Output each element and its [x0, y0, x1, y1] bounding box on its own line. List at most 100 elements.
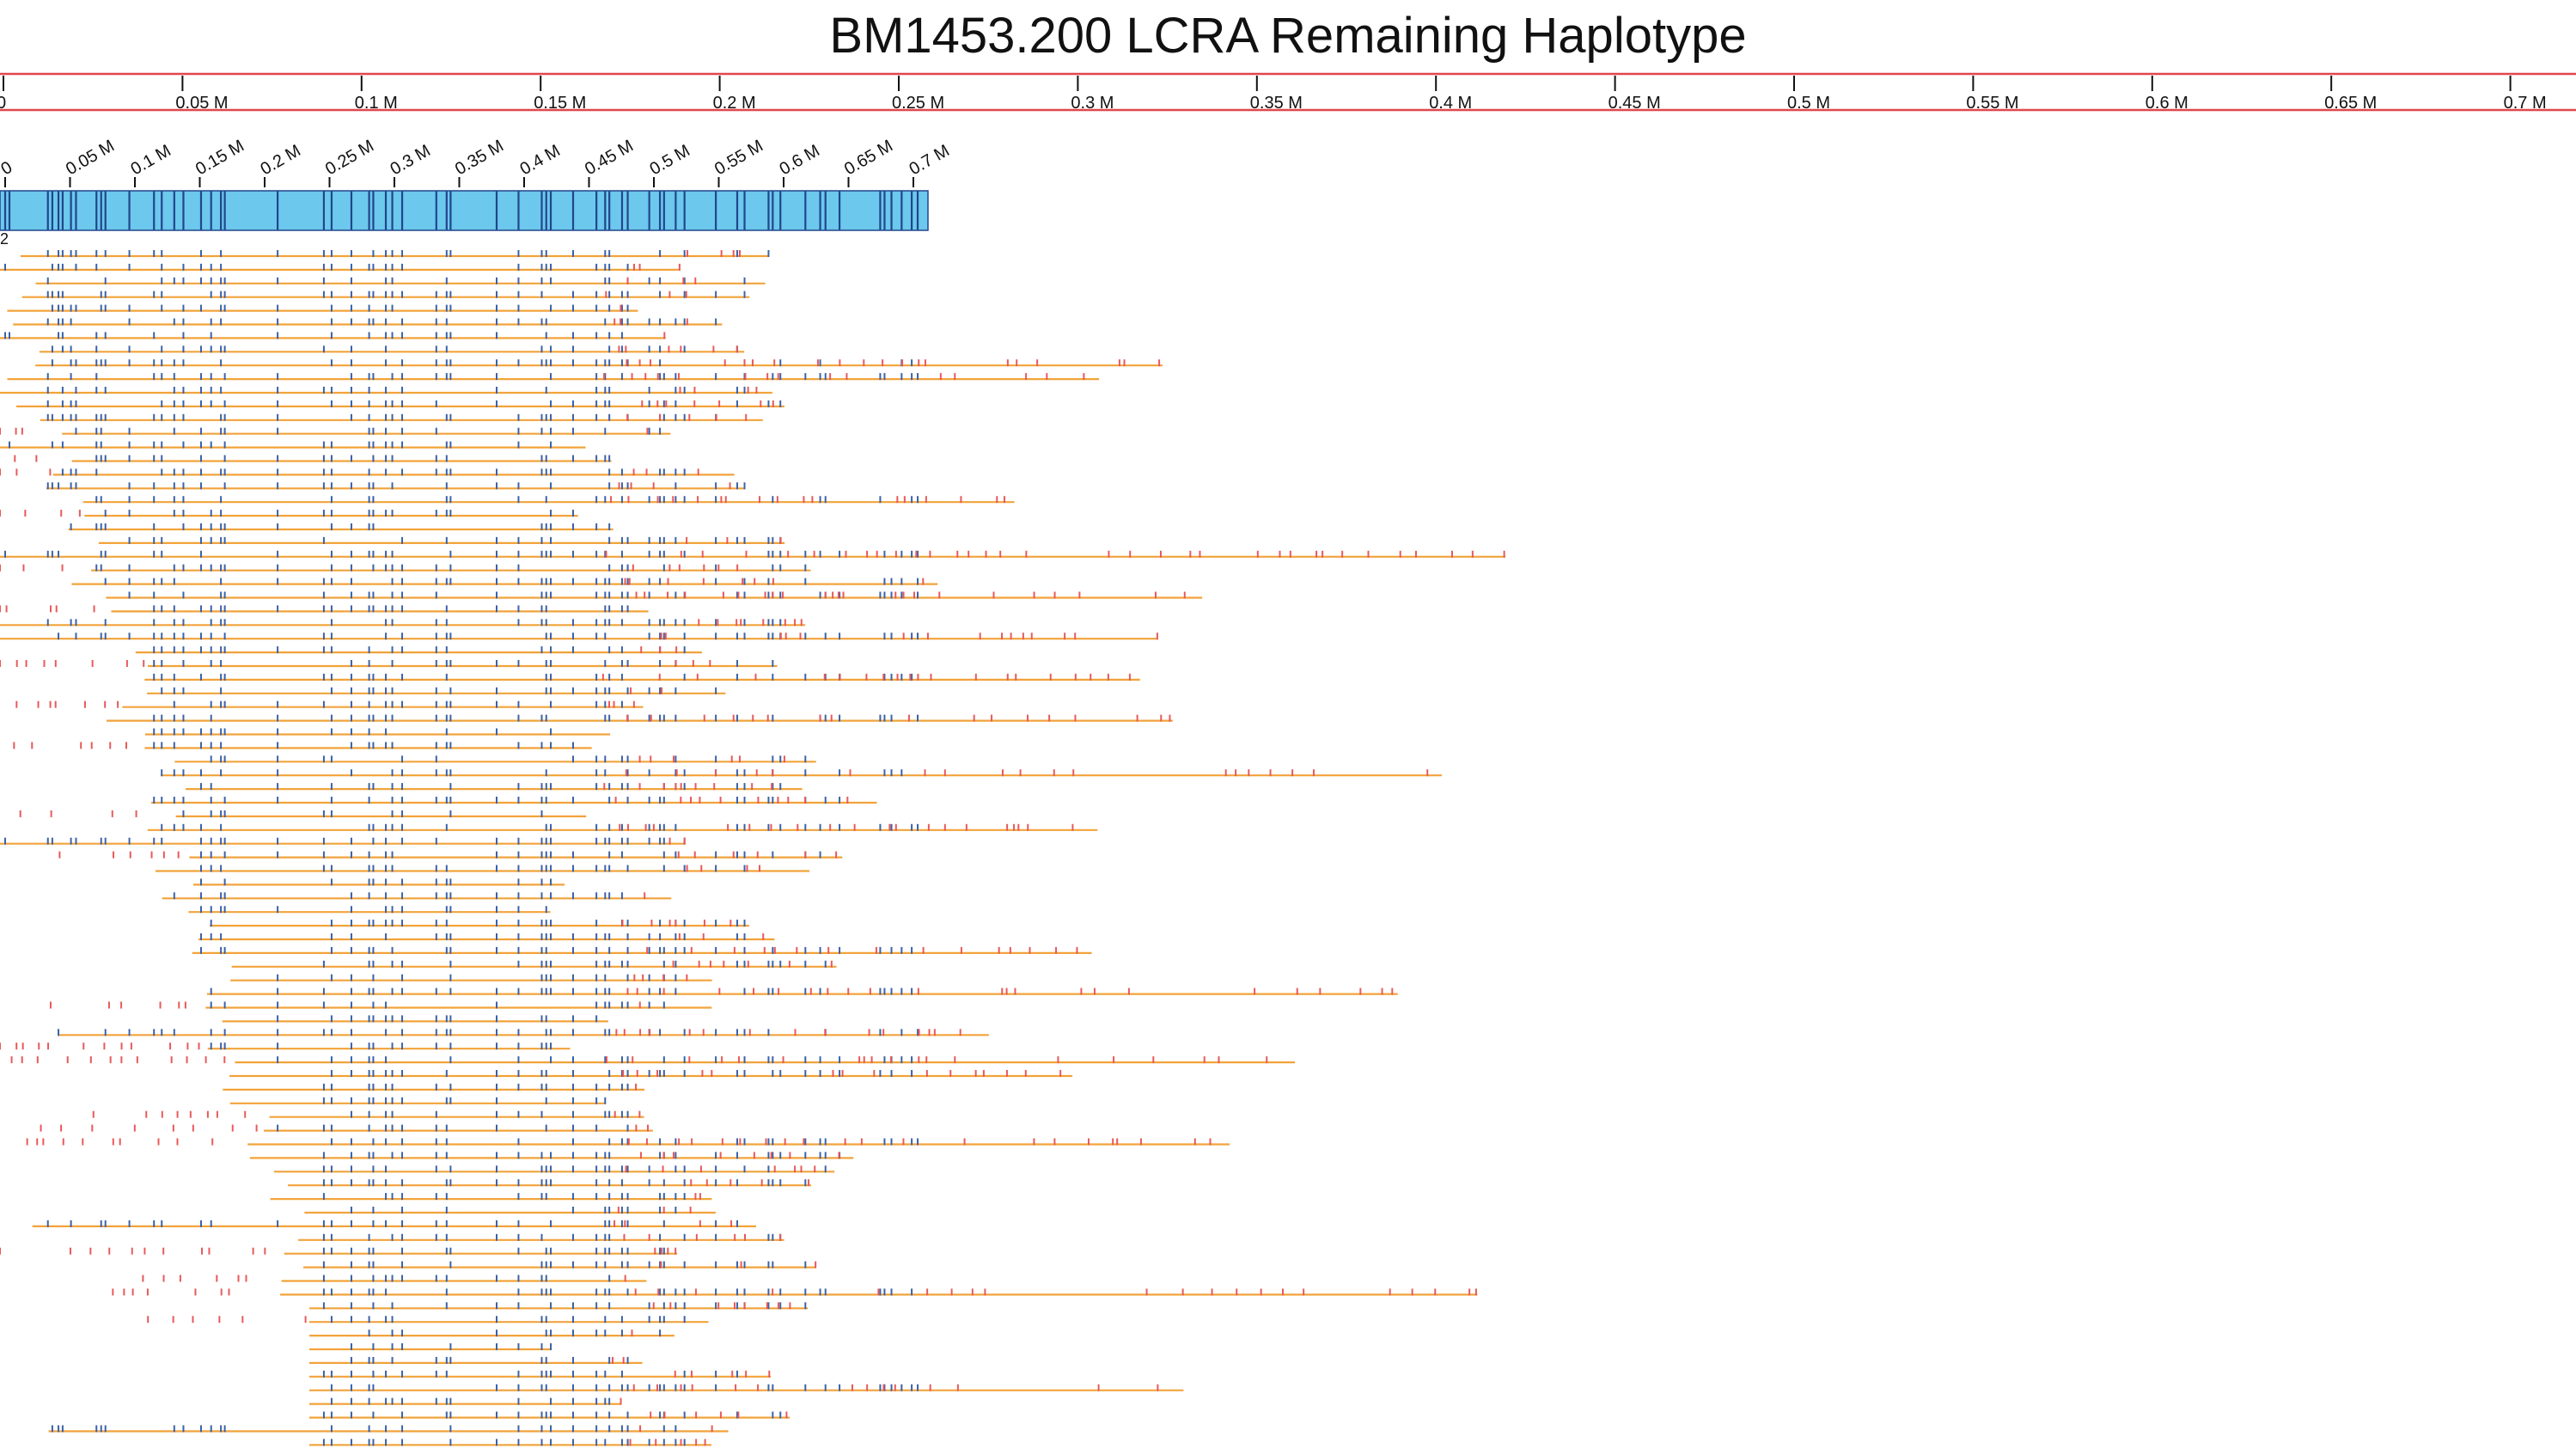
aligned-molecule[interactable] [13, 318, 723, 326]
aligned-molecule[interactable] [147, 823, 1098, 831]
aligned-molecule[interactable] [15, 700, 644, 708]
aligned-molecule[interactable] [92, 1110, 644, 1118]
aligned-molecule[interactable] [58, 851, 843, 859]
aligned-molecule[interactable] [147, 687, 726, 694]
aligned-molecule[interactable] [309, 1411, 791, 1419]
aligned-molecule[interactable] [0, 550, 1506, 558]
aligned-molecule[interactable] [309, 1397, 622, 1405]
aligned-molecule[interactable] [142, 1275, 647, 1282]
aligned-molecule[interactable] [273, 1165, 835, 1173]
aligned-molecule[interactable] [304, 1207, 716, 1214]
aligned-molecule[interactable] [135, 646, 702, 654]
aligned-molecule[interactable] [0, 564, 811, 572]
aligned-molecule[interactable] [0, 263, 681, 271]
aligned-molecule[interactable] [229, 1097, 607, 1104]
reference-scale-label: 0 [0, 158, 15, 180]
aligned-molecule[interactable] [19, 810, 587, 818]
aligned-molecule[interactable] [144, 728, 611, 736]
aligned-molecule[interactable] [209, 920, 749, 927]
aligned-molecule[interactable] [270, 1193, 712, 1201]
reference-map-id: 2 [0, 230, 9, 248]
aligned-molecule[interactable] [58, 1029, 989, 1036]
aligned-molecule[interactable] [46, 482, 746, 490]
aligned-molecule[interactable] [188, 906, 551, 914]
aligned-molecule[interactable] [309, 1356, 643, 1365]
aligned-molecule[interactable] [162, 892, 672, 900]
aligned-molecule[interactable] [161, 769, 1443, 777]
aligned-molecule[interactable] [0, 605, 649, 613]
aligned-molecule[interactable] [106, 591, 1203, 599]
aligned-molecule[interactable] [39, 345, 745, 353]
reference-scale-label: 0.35 M [452, 137, 507, 180]
aligned-molecule[interactable] [309, 1330, 675, 1337]
aligned-molecule[interactable] [35, 359, 1163, 367]
aligned-molecule[interactable] [147, 1316, 709, 1324]
aligned-molecule[interactable] [309, 1302, 809, 1310]
aligned-molecule[interactable] [0, 660, 778, 668]
aligned-molecule[interactable] [223, 1083, 644, 1091]
aligned-molecule[interactable] [309, 1439, 711, 1446]
aligned-molecule[interactable] [32, 1220, 756, 1228]
aligned-molecule[interactable] [309, 1384, 1184, 1391]
aligned-molecule[interactable] [21, 290, 750, 298]
aligned-molecule[interactable] [174, 755, 816, 763]
aligned-molecule[interactable] [231, 960, 837, 968]
reference-scale-label: 0.65 M [841, 137, 896, 180]
aligned-molecule[interactable] [26, 1138, 1230, 1146]
aligned-molecule[interactable] [206, 987, 1398, 995]
aligned-molecule[interactable] [10, 1056, 1296, 1064]
reference-scale-label: 0.55 M [711, 137, 766, 180]
aligned-molecule[interactable] [0, 427, 671, 435]
aligned-molecule[interactable] [7, 373, 1100, 381]
aligned-molecule[interactable] [0, 332, 666, 339]
aligned-molecule[interactable] [71, 578, 938, 585]
top-ruler-label: 0.65 M [2324, 94, 2377, 113]
aligned-molecule[interactable] [16, 400, 784, 407]
aligned-molecule[interactable] [13, 742, 592, 749]
aligned-molecule[interactable] [40, 413, 763, 421]
aligned-molecule[interactable] [0, 1042, 571, 1050]
top-ruler-label: 0.15 M [534, 94, 586, 113]
aligned-molecule[interactable] [0, 510, 578, 517]
aligned-molecule[interactable] [0, 633, 1158, 640]
reference-scale-label: 0.15 M [192, 137, 247, 180]
aligned-molecule[interactable] [14, 455, 612, 462]
aligned-molecule[interactable] [0, 387, 772, 394]
aligned-molecule[interactable] [68, 523, 613, 531]
aligned-molecule[interactable] [309, 1370, 772, 1378]
aligned-molecule[interactable] [192, 946, 1092, 955]
aligned-molecule[interactable] [20, 250, 770, 258]
reference-map-bar[interactable] [0, 190, 929, 231]
aligned-molecule[interactable] [309, 1343, 552, 1351]
aligned-molecule[interactable] [303, 1261, 817, 1269]
aligned-molecule[interactable] [155, 865, 810, 872]
aligned-molecule[interactable] [144, 673, 1140, 682]
aligned-molecule[interactable] [151, 797, 877, 804]
aligned-molecule[interactable] [0, 619, 806, 627]
aligned-molecule[interactable] [0, 468, 735, 476]
aligned-molecule[interactable] [192, 878, 565, 886]
top-ruler-label: 0.25 M [892, 94, 944, 113]
aligned-molecule[interactable] [0, 837, 686, 845]
aligned-molecule[interactable] [48, 1425, 729, 1433]
aligned-molecule[interactable] [288, 1179, 812, 1187]
aligned-molecule[interactable] [298, 1233, 784, 1241]
aligned-molecule[interactable] [35, 277, 766, 284]
aligned-molecule[interactable] [98, 536, 785, 545]
aligned-molecule[interactable] [49, 1001, 712, 1009]
aligned-molecule[interactable] [7, 304, 638, 312]
reference-scale-label: 0.2 M [258, 141, 304, 179]
aligned-molecule[interactable] [0, 1247, 678, 1255]
aligned-molecule[interactable] [222, 1015, 608, 1023]
aligned-molecule[interactable] [82, 496, 1015, 504]
aligned-molecule[interactable] [186, 783, 803, 791]
aligned-molecule[interactable] [198, 933, 775, 941]
aligned-molecule[interactable] [230, 974, 712, 981]
aligned-molecule[interactable] [249, 1152, 854, 1159]
aligned-molecule[interactable] [106, 714, 1173, 722]
aligned-molecule[interactable] [112, 1288, 1478, 1296]
ruler-frame [0, 72, 2576, 112]
aligned-molecule[interactable] [40, 1124, 653, 1132]
aligned-molecule[interactable] [0, 441, 586, 449]
aligned-molecule[interactable] [229, 1070, 1073, 1078]
